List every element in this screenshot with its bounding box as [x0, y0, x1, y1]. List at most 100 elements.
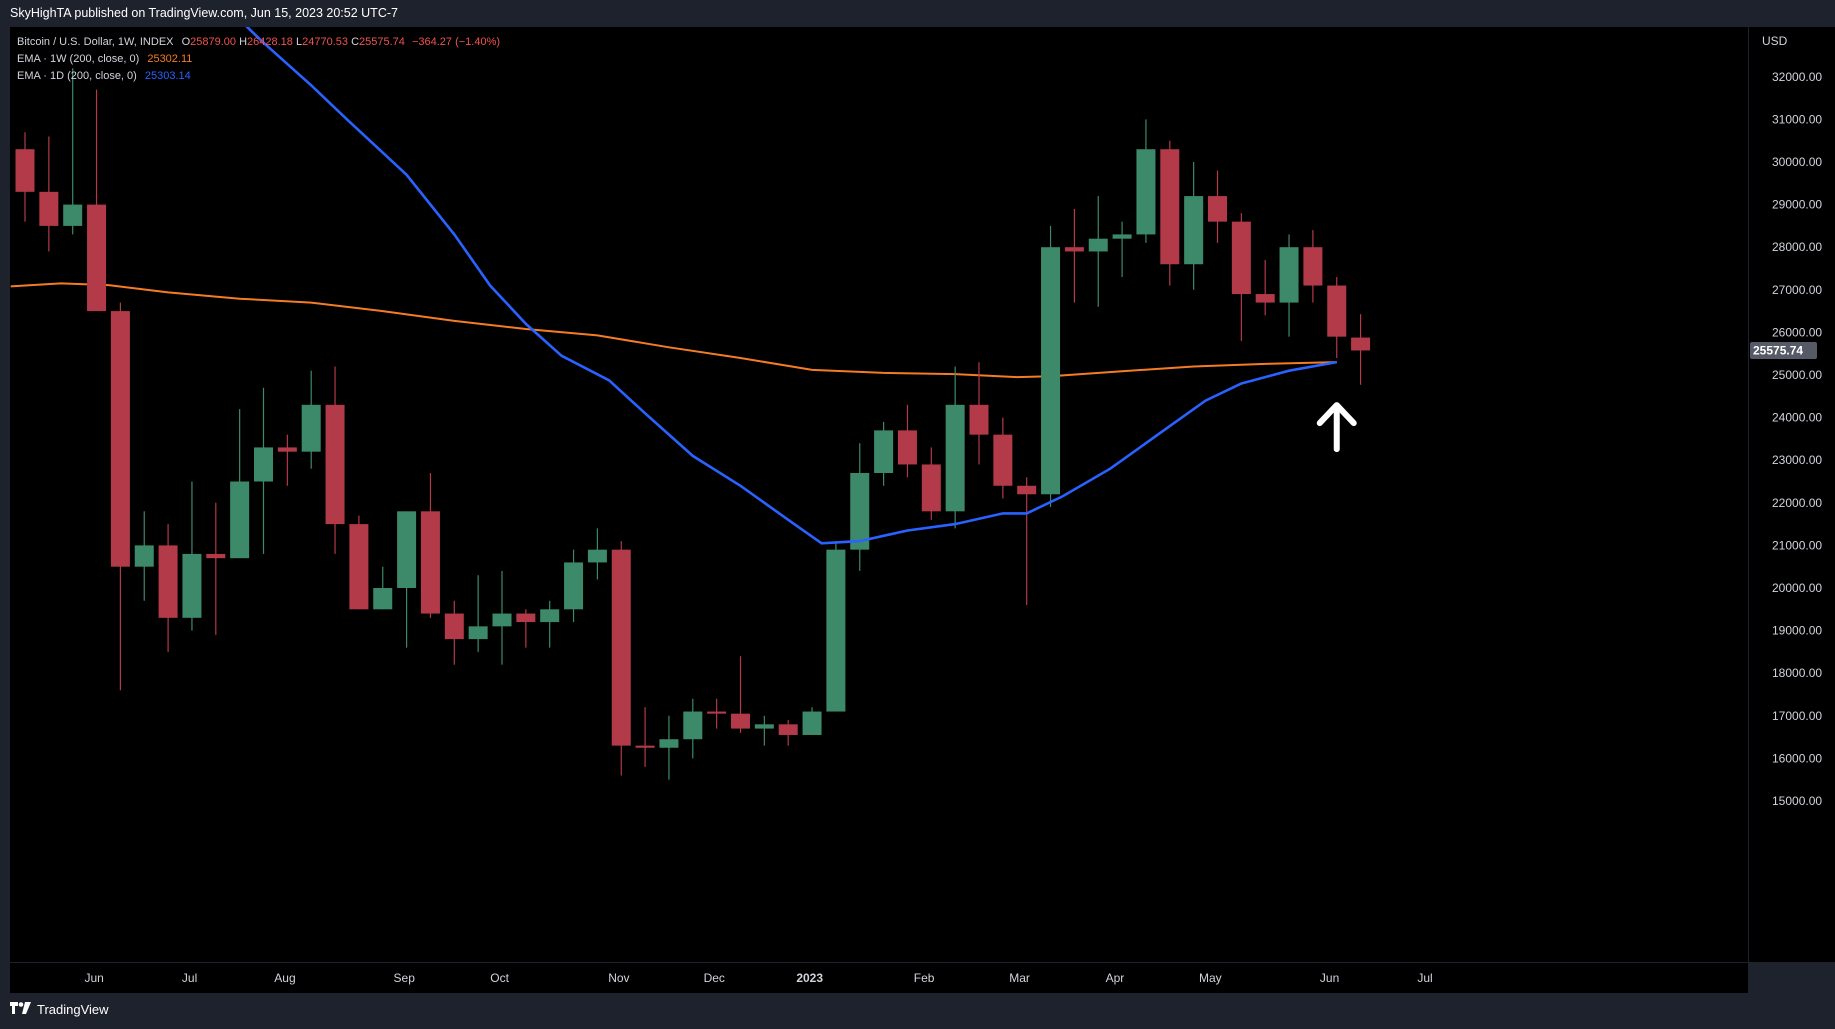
- candle[interactable]: [564, 549, 584, 623]
- candle[interactable]: [1017, 477, 1037, 606]
- candle[interactable]: [492, 570, 512, 665]
- candle[interactable]: [254, 387, 273, 554]
- candle[interactable]: [993, 417, 1013, 499]
- tradingview-logo-icon: [10, 1002, 32, 1017]
- price-axis-background: [1749, 27, 1835, 962]
- price-tick-label: 31000.00: [1772, 112, 1822, 126]
- candle-body: [969, 404, 989, 435]
- candle[interactable]: [826, 541, 846, 712]
- price-tick-label: 27000.00: [1772, 283, 1822, 297]
- candle-body: [110, 311, 130, 567]
- candle[interactable]: [850, 443, 870, 571]
- ema-1d-row[interactable]: EMA · 1D (200, close, 0) 25303.14: [17, 68, 500, 85]
- candle[interactable]: [1255, 259, 1275, 316]
- candle-body: [277, 447, 297, 452]
- candle-body: [897, 430, 917, 465]
- candle[interactable]: [373, 566, 393, 610]
- candle-body: [802, 711, 822, 735]
- candle[interactable]: [1112, 221, 1132, 278]
- candle[interactable]: [1088, 196, 1108, 307]
- candle-body: [492, 613, 512, 627]
- candle[interactable]: [611, 541, 631, 776]
- footer-bar: [0, 993, 1835, 1029]
- candle[interactable]: [1231, 213, 1251, 341]
- candle[interactable]: [683, 698, 703, 759]
- candle-body: [1041, 247, 1061, 495]
- candle[interactable]: [468, 575, 488, 652]
- candle[interactable]: [301, 370, 321, 469]
- candle[interactable]: [87, 89, 107, 312]
- candle[interactable]: [945, 366, 965, 529]
- candle[interactable]: [1303, 230, 1323, 303]
- candle[interactable]: [277, 434, 297, 486]
- candle-body: [325, 404, 345, 525]
- candle-body: [1279, 247, 1299, 303]
- price-tick-label: 32000.00: [1772, 70, 1822, 84]
- candle[interactable]: [444, 600, 464, 665]
- candle[interactable]: [1136, 119, 1156, 243]
- candle[interactable]: [1184, 162, 1204, 290]
- candle[interactable]: [516, 609, 536, 648]
- candle[interactable]: [134, 511, 154, 601]
- time-tick-label: Oct: [490, 971, 509, 985]
- candle[interactable]: [349, 515, 369, 610]
- candle[interactable]: [731, 656, 750, 733]
- time-axis[interactable]: Jun Jul Aug Sep Oct Nov Dec 2023 Feb Mar Apr May Jun…: [84, 971, 1432, 985]
- candle-body: [1327, 285, 1347, 337]
- candle[interactable]: [754, 715, 774, 746]
- candle[interactable]: [1327, 277, 1347, 358]
- candle-body: [1064, 247, 1084, 252]
- currency-label: USD: [1762, 34, 1788, 48]
- candle[interactable]: [420, 472, 440, 618]
- annotation-layer: [1316, 402, 1357, 453]
- chart-legend: Bitcoin / U.S. Dollar, 1W, INDEX O25879.…: [17, 34, 500, 85]
- candle[interactable]: [969, 362, 989, 465]
- ema-1w-line: [10, 282, 1337, 379]
- candle[interactable]: [230, 409, 250, 559]
- candle-body: [850, 472, 870, 550]
- candle[interactable]: [15, 132, 35, 222]
- candle[interactable]: [1064, 208, 1084, 303]
- candle[interactable]: [635, 707, 655, 767]
- ema-1w-row[interactable]: EMA · 1W (200, close, 0) 25302.11: [17, 51, 500, 68]
- candle[interactable]: [874, 421, 894, 486]
- ema-1d-value: 25303.14: [144, 70, 191, 82]
- candle[interactable]: [63, 68, 83, 235]
- candle[interactable]: [325, 366, 345, 554]
- candle[interactable]: [182, 481, 202, 631]
- candle-body: [707, 711, 727, 714]
- candle[interactable]: [158, 524, 178, 652]
- candle[interactable]: [1351, 314, 1371, 385]
- candle[interactable]: [587, 528, 607, 580]
- candle[interactable]: [778, 720, 798, 746]
- candle[interactable]: [659, 715, 679, 780]
- candle[interactable]: [1041, 225, 1061, 508]
- time-tick-label: Apr: [1106, 971, 1125, 985]
- price-chart[interactable]: USD 15000.00 16000.00 17000.00 18000.00 1900…: [10, 27, 1835, 993]
- candle[interactable]: [110, 302, 130, 691]
- candle-body: [731, 713, 750, 729]
- candle[interactable]: [1208, 170, 1227, 243]
- candle[interactable]: [921, 447, 941, 520]
- price-tick-label: 17000.00: [1772, 709, 1822, 723]
- candle-body: [826, 549, 846, 712]
- candle-body: [39, 191, 59, 226]
- candle-body: [1255, 294, 1275, 303]
- candle[interactable]: [206, 502, 226, 635]
- tradingview-brand[interactable]: TradingView: [10, 1002, 109, 1017]
- candle[interactable]: [802, 707, 822, 735]
- candle[interactable]: [397, 511, 417, 648]
- time-tick-label: Nov: [608, 971, 629, 985]
- ema-1w-layer: [10, 282, 1337, 379]
- candle-body: [1136, 149, 1156, 235]
- ohlc-close-value: 25575.74: [359, 36, 405, 48]
- candle[interactable]: [897, 404, 917, 478]
- candle-body: [134, 545, 154, 567]
- price-axis[interactable]: USD 15000.00 16000.00 17000.00 18000.00 1900…: [1762, 34, 1822, 808]
- candle[interactable]: [1160, 140, 1180, 286]
- candle-body: [540, 609, 560, 623]
- candle[interactable]: [1279, 234, 1299, 337]
- candle[interactable]: [39, 136, 59, 252]
- candle[interactable]: [707, 698, 727, 729]
- candle[interactable]: [540, 600, 560, 648]
